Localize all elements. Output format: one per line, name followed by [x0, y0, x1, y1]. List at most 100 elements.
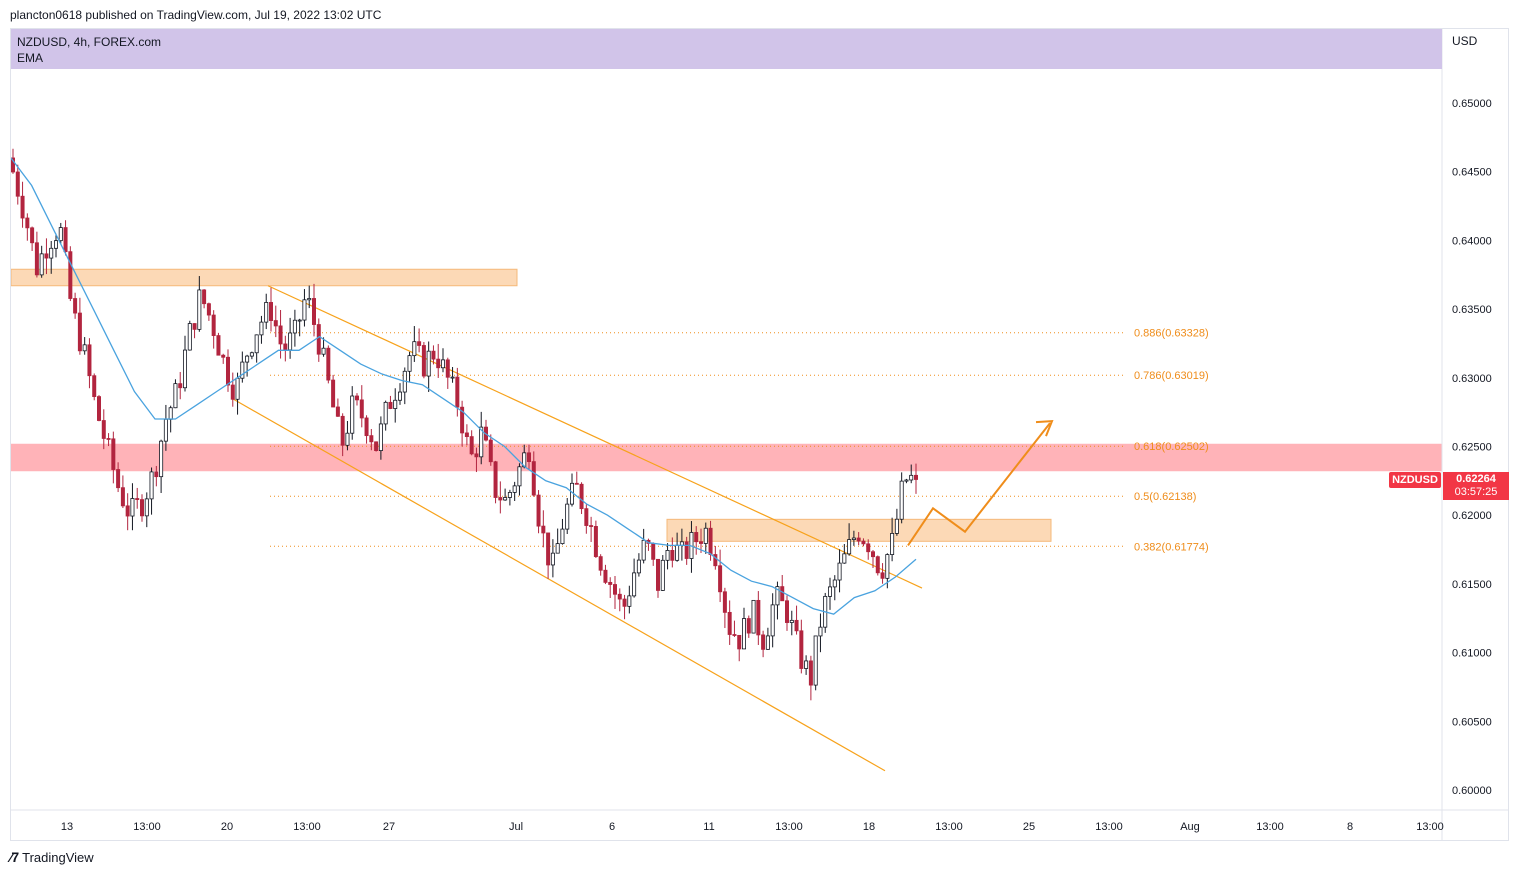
- candle-body: [73, 298, 78, 314]
- candle: [584, 504, 589, 534]
- candle-body: [154, 471, 159, 478]
- tradingview-logo-icon[interactable]: ⁄7: [10, 849, 19, 865]
- candle-body: [87, 344, 92, 377]
- candle-body: [775, 586, 780, 606]
- candle-body: [589, 525, 594, 527]
- candle-body: [407, 355, 412, 372]
- candle-body: [378, 423, 383, 452]
- candle-body: [264, 302, 269, 323]
- candle: [746, 615, 751, 638]
- candle: [101, 409, 106, 450]
- candle-body: [856, 537, 861, 542]
- candle: [264, 293, 269, 330]
- candle: [316, 318, 321, 362]
- candle-body: [49, 247, 54, 259]
- time-tick-label: 25: [1023, 821, 1035, 833]
- candle-body: [727, 611, 732, 635]
- chart-frame: [10, 28, 1509, 841]
- candle: [856, 532, 861, 546]
- candle: [832, 575, 837, 601]
- candle-body: [679, 541, 684, 546]
- candle: [383, 400, 388, 431]
- time-tick-label: 13:00: [293, 821, 321, 833]
- candle: [656, 558, 661, 598]
- candle-body: [851, 537, 856, 540]
- candle: [92, 373, 97, 401]
- time-tick-label: Jul: [509, 821, 523, 833]
- price-tick-label: 0.60000: [1452, 785, 1492, 797]
- candle-body: [660, 559, 665, 591]
- candle-body: [278, 325, 283, 345]
- candle: [397, 383, 402, 405]
- candle-body: [622, 598, 627, 607]
- candle-body: [397, 391, 402, 401]
- candle-body: [789, 619, 794, 623]
- candle-body: [608, 581, 613, 585]
- candle: [436, 343, 441, 378]
- candle-body: [670, 550, 675, 561]
- symbol-legend[interactable]: NZDUSD, 4h, FOREX.com: [17, 35, 162, 49]
- candle: [732, 620, 737, 637]
- candle: [426, 341, 431, 392]
- candle: [354, 393, 359, 406]
- candle-body: [593, 526, 598, 558]
- candle: [660, 555, 665, 591]
- candle-body: [144, 498, 149, 517]
- candle-body: [546, 532, 551, 566]
- candle: [374, 441, 379, 452]
- candle-body: [383, 401, 388, 425]
- candle: [570, 473, 575, 507]
- candle-body: [541, 525, 546, 534]
- footer-brand[interactable]: TradingView: [22, 849, 94, 865]
- candle-body: [111, 438, 116, 470]
- time-tick-label: 13:00: [133, 821, 161, 833]
- candle: [68, 246, 73, 302]
- candle-body: [216, 335, 221, 356]
- indicator-legend[interactable]: EMA: [17, 51, 44, 65]
- candle-body: [880, 572, 885, 579]
- candle-body: [498, 497, 503, 501]
- candle: [431, 345, 436, 365]
- time-tick-label: 13: [61, 821, 73, 833]
- candle-body: [120, 487, 125, 507]
- candle-body: [875, 556, 880, 574]
- candle: [278, 309, 283, 359]
- candle-body: [63, 227, 68, 253]
- candle: [560, 518, 565, 545]
- candle-body: [307, 298, 312, 301]
- channel-upper-line: [267, 285, 923, 589]
- candle-body: [173, 383, 178, 409]
- candle: [761, 630, 766, 658]
- candle-body: [412, 341, 417, 357]
- candle: [139, 494, 144, 522]
- candle-body: [565, 503, 570, 530]
- candle-body: [517, 466, 522, 487]
- candle-body: [388, 401, 393, 409]
- candle-body: [44, 253, 49, 259]
- candle: [288, 317, 293, 359]
- price-tick-label: 0.63500: [1452, 304, 1492, 316]
- candle: [890, 517, 895, 562]
- price-tick-label: 0.62000: [1452, 510, 1492, 522]
- candle-body: [699, 541, 704, 544]
- candle-body: [240, 361, 245, 379]
- fib-label: 0.382(0.61774): [1134, 541, 1209, 553]
- candle: [154, 465, 159, 487]
- candle: [335, 398, 340, 417]
- candle: [225, 349, 230, 392]
- fib-label: 0.886(0.63328): [1134, 328, 1209, 340]
- candle-body: [259, 321, 264, 336]
- candle-body: [808, 660, 813, 686]
- candle-body: [249, 352, 254, 357]
- candle-body: [445, 359, 450, 378]
- candle-body: [818, 626, 823, 637]
- candle-body: [431, 350, 436, 360]
- candle: [445, 357, 450, 389]
- candle-body: [780, 586, 785, 602]
- candle: [54, 233, 59, 258]
- candle-body: [866, 543, 871, 553]
- candle: [25, 213, 30, 241]
- candle: [808, 655, 813, 701]
- candle-body: [139, 499, 144, 517]
